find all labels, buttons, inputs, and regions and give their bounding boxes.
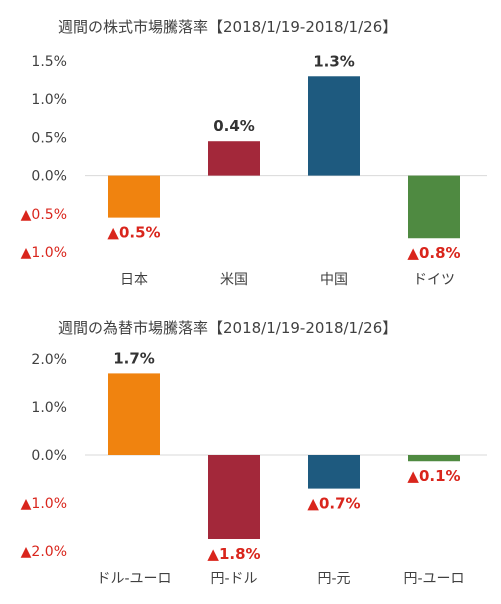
bar [308, 455, 360, 489]
y-tick-label: 1.5% [31, 54, 67, 70]
category-label: 円-ドル [210, 571, 257, 587]
category-label: ドル-ユーロ [96, 571, 171, 587]
data-label: ▲0.5% [107, 224, 160, 242]
bar [408, 175, 460, 239]
data-label: 0.4% [213, 117, 255, 135]
y-tick-label: 0.0% [31, 169, 67, 185]
y-tick-label: 0.5% [31, 130, 67, 146]
data-label: 1.7% [113, 349, 155, 367]
y-tick-label: ▲0.5% [21, 207, 67, 223]
data-label: ▲0.1% [407, 467, 460, 485]
bar [308, 76, 360, 176]
category-label: ドイツ [413, 272, 455, 288]
category-label: 米国 [220, 272, 248, 288]
data-label: ▲0.7% [307, 495, 360, 513]
bar [408, 455, 460, 462]
data-label: ▲1.8% [207, 545, 260, 563]
category-label: 中国 [320, 272, 348, 288]
chart-title: 週間の為替市場騰落率【2018/1/19-2018/1/26】 [58, 319, 397, 337]
y-tick-label: ▲1.0% [21, 245, 67, 261]
bar [108, 373, 160, 455]
y-tick-label: 0.0% [31, 448, 67, 464]
bar [208, 141, 260, 176]
y-tick-label: 1.0% [31, 92, 67, 108]
data-label: ▲0.8% [407, 244, 460, 262]
y-tick-label: ▲1.0% [21, 496, 67, 512]
data-label: 1.3% [313, 52, 355, 70]
bar [208, 455, 260, 539]
category-label: 日本 [120, 272, 148, 288]
y-tick-label: ▲2.0% [21, 544, 67, 560]
bar [108, 175, 160, 218]
y-tick-label: 1.0% [31, 400, 67, 416]
y-tick-label: 2.0% [31, 352, 67, 368]
category-label: 円-ユーロ [403, 571, 464, 587]
chart-title: 週間の株式市場騰落率【2018/1/19-2018/1/26】 [58, 18, 397, 36]
category-label: 円-元 [317, 571, 350, 587]
